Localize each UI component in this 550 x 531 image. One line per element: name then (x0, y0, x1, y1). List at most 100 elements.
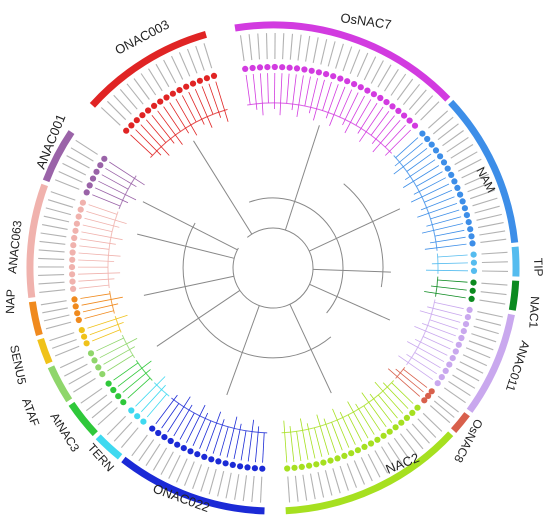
clade-arc-anac063 (26, 183, 48, 299)
leaf-marker (448, 171, 455, 178)
leaf-branch (99, 338, 138, 359)
leaf-branch (87, 314, 128, 329)
leaf-marker (442, 367, 449, 374)
leaf-marker (469, 240, 476, 247)
leaf-marker (145, 107, 152, 114)
leaf-label-tick (332, 468, 341, 494)
leaf-marker (169, 90, 176, 97)
leaf-marker (461, 205, 468, 212)
leaf-label-tick (66, 155, 90, 169)
leaf-branch (245, 74, 251, 105)
leaf-marker (434, 380, 441, 387)
leaf-marker (187, 448, 194, 455)
leaf-branch (430, 285, 467, 291)
leaf-label-tick (287, 476, 291, 503)
tree-branches (77, 72, 469, 463)
leaf-branch (140, 124, 170, 156)
leaf-branch (291, 74, 297, 111)
leaf-branch (434, 302, 464, 310)
leaf-branch (296, 75, 304, 117)
clade-label-tip: TIP (531, 258, 546, 277)
leaf-label-tick (480, 291, 507, 296)
leaf-marker (452, 348, 459, 355)
leaf-branch (78, 272, 121, 275)
leaf-branch (355, 99, 372, 126)
leaf-label-tick (420, 101, 440, 121)
leaf-label-tick (297, 34, 302, 61)
leaf-label-tick (454, 151, 478, 166)
leaf-branch (403, 368, 428, 388)
leaf-label-tick (305, 35, 311, 62)
leaf-branch (78, 252, 121, 257)
leaf-branch (414, 352, 441, 369)
leaf-marker (69, 249, 76, 256)
leaf-branch (372, 119, 401, 153)
internal-arc (232, 227, 314, 309)
leaf-marker (389, 103, 396, 110)
leaf-marker (256, 64, 264, 71)
leaf-branch (404, 159, 436, 181)
leaf-marker (229, 461, 236, 468)
leaf-label-tick (432, 116, 454, 135)
leaf-branch (329, 86, 346, 126)
leaf-marker (81, 333, 88, 340)
leaf-label-tick (59, 356, 85, 369)
leaf-branch (314, 427, 323, 457)
clade-arc-tern (95, 434, 123, 460)
leaf-branch (420, 196, 455, 211)
leaf-branch (188, 91, 205, 125)
leaf-marker (271, 63, 278, 71)
leaf-marker (337, 75, 344, 82)
leaf-label-tick (239, 35, 245, 62)
leaf-branch (421, 323, 456, 337)
leaf-branch (371, 115, 395, 144)
leaf-marker (97, 162, 104, 169)
leaf-branch (347, 414, 363, 442)
leaf-marker (78, 327, 85, 334)
clade-label-ataf: ATAF (19, 396, 42, 428)
leaf-label-tick (100, 107, 121, 126)
leaf-marker (151, 102, 158, 109)
leaf-branch (355, 403, 375, 435)
leaf-branch (363, 405, 381, 432)
leaf-branch (339, 411, 356, 445)
leaf-label-tick (450, 144, 474, 159)
leaf-label-tick (384, 69, 399, 92)
leaf-branch (306, 423, 316, 459)
leaf-branch (109, 161, 145, 186)
leaf-marker (323, 71, 330, 78)
leaf-label-tick (64, 363, 88, 377)
leaf-marker (69, 256, 76, 263)
leaf-label-tick (120, 427, 139, 448)
leaf-marker (403, 414, 410, 421)
leaf-branch (406, 353, 438, 375)
leaf-label-tick (186, 48, 198, 74)
clade-backbone-osnac7 (247, 102, 393, 154)
leaf-marker (264, 64, 271, 71)
leaf-label-tick (40, 232, 67, 238)
leaf-marker (69, 278, 76, 285)
leaf-marker (201, 453, 208, 460)
leaf-label-tick (251, 476, 255, 503)
leaf-branch (413, 177, 446, 195)
leaf-marker (421, 397, 428, 404)
leaf-marker (386, 428, 393, 435)
internal-arc (182, 222, 332, 359)
leaf-branch (419, 310, 461, 323)
leaf-branch (424, 189, 453, 203)
leaf-label-tick (73, 377, 96, 393)
leaf-branch (260, 73, 264, 116)
leaf-label-tick (80, 387, 103, 404)
leaf-branch (78, 278, 115, 282)
clade-arc-senu5 (37, 337, 53, 365)
leaf-marker (367, 440, 375, 447)
leaf-marker (83, 189, 90, 196)
leaf-marker (71, 296, 78, 303)
leaf-marker (163, 94, 170, 101)
leaf-label-tick (40, 300, 67, 306)
leaf-branch (344, 95, 365, 134)
leaf-marker (470, 279, 477, 286)
leaf-branch (84, 310, 114, 319)
leaf-branch (79, 284, 109, 289)
leaf-branch (86, 211, 127, 224)
